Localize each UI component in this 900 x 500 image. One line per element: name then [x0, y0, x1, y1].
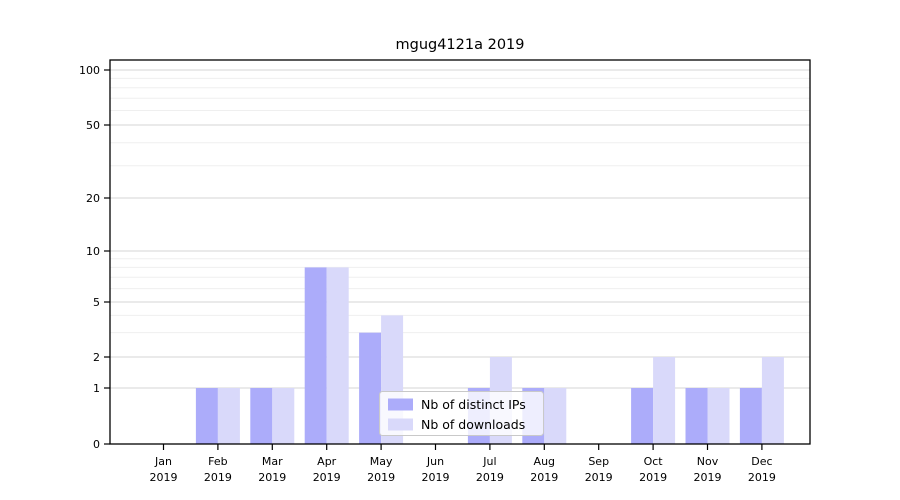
y-tick-label: 100	[79, 64, 100, 77]
x-tick-label-year: 2019	[204, 471, 232, 484]
plot-border	[109, 59, 811, 445]
x-tick-label-month: Apr	[317, 455, 337, 468]
bar-s0-apr	[304, 267, 327, 444]
bar-s1-oct	[653, 357, 676, 444]
bar-s1-nov	[707, 388, 730, 444]
x-tick-label-year: 2019	[694, 471, 722, 484]
chart-title: mgug4121a 2019	[395, 37, 524, 53]
x-tick-label-month: Nov	[697, 455, 719, 468]
x-tick-label-month: Aug	[534, 455, 555, 468]
x-tick-label-year: 2019	[585, 471, 613, 484]
x-tick-label-year: 2019	[422, 471, 450, 484]
x-tick-label-month: Sep	[588, 455, 609, 468]
x-tick-label-year: 2019	[748, 471, 776, 484]
x-tick-label-year: 2019	[258, 471, 286, 484]
plot-area: 0 1 2 5 10 20 50 100 Jan 2019 Feb 2019 Mar 2019 Apr 201…	[79, 59, 811, 484]
bar-s1-feb	[217, 388, 240, 444]
x-tick-label-year: 2019	[367, 471, 395, 484]
legend: Nb of distinct IPs Nb of downloads	[379, 391, 544, 436]
x-tick-label-month: Mar	[262, 455, 283, 468]
x-tick-label-year: 2019	[313, 471, 341, 484]
bar-s1-apr	[326, 267, 349, 444]
bar-s0-mar	[250, 388, 273, 444]
x-tick-label-year: 2019	[476, 471, 504, 484]
x-tick-label-month: Dec	[751, 455, 772, 468]
x-tick-label-month: May	[370, 455, 393, 468]
y-tick-label: 2	[93, 351, 100, 364]
y-tick-label: 1	[93, 382, 100, 395]
x-tick-label-month: Jul	[482, 455, 496, 468]
bar-s1-mar	[272, 388, 295, 444]
y-tick-label: 5	[93, 296, 100, 309]
x-tick-label-month: Jan	[154, 455, 172, 468]
bar-s1-dec	[761, 357, 784, 444]
legend-label-downloads: Nb of downloads	[421, 417, 525, 432]
bar-s1-aug	[544, 388, 567, 444]
bar-s0-oct	[631, 388, 654, 444]
x-tick-label-year: 2019	[530, 471, 558, 484]
x-tick-label-month: Jun	[426, 455, 444, 468]
legend-swatch-downloads	[388, 418, 413, 431]
y-tick-label: 20	[86, 192, 100, 205]
y-tick-label: 0	[93, 438, 100, 451]
bar-s0-may	[359, 332, 382, 444]
legend-box	[379, 391, 544, 436]
bar-s0-dec	[739, 388, 762, 444]
x-tick-label-month: Oct	[644, 455, 664, 468]
legend-swatch-distinct-ips	[388, 398, 413, 411]
y-tick-label: 10	[86, 245, 100, 258]
legend-label-distinct-ips: Nb of distinct IPs	[421, 397, 526, 412]
x-tick-label-year: 2019	[150, 471, 178, 484]
x-tick-label-year: 2019	[639, 471, 667, 484]
x-tick-label-month: Feb	[208, 455, 227, 468]
bar-s0-nov	[685, 388, 708, 444]
bar-s0-feb	[195, 388, 218, 444]
y-tick-label: 50	[86, 119, 100, 132]
